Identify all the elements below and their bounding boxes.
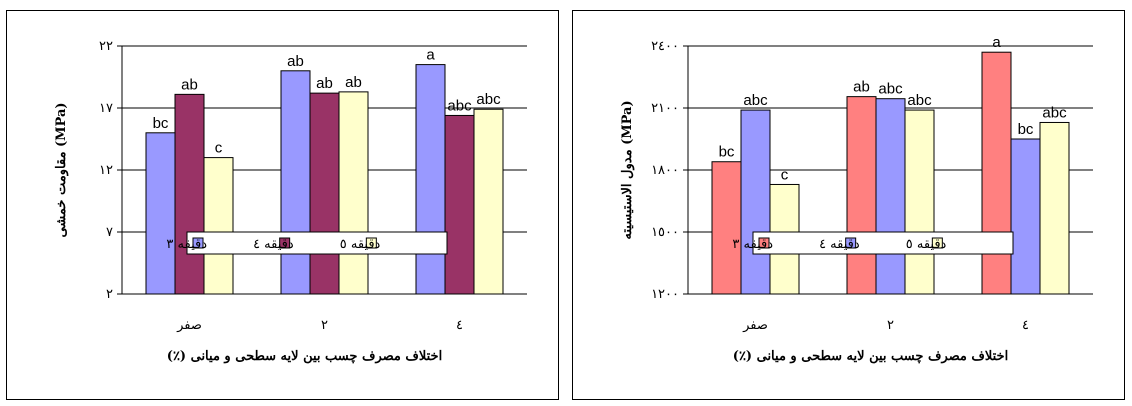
x-tick-label: ٤ bbox=[1022, 318, 1029, 333]
bar-label: ab bbox=[181, 76, 198, 93]
x-axis-title: اختلاف مصرف چسب بین لایه سطحی و میانی (٪… bbox=[733, 349, 1008, 364]
y-tick-label: ١٢٠٠ bbox=[651, 287, 679, 302]
bar bbox=[1010, 138, 1041, 295]
bar bbox=[846, 96, 877, 295]
bar-label: abc bbox=[907, 92, 932, 109]
bar bbox=[145, 132, 176, 295]
x-tick-label: ٤ bbox=[456, 318, 463, 333]
legend-box bbox=[752, 231, 1014, 255]
bar-label: abc bbox=[476, 91, 501, 108]
bar bbox=[338, 91, 369, 295]
bar bbox=[1039, 121, 1070, 295]
bar bbox=[174, 93, 205, 295]
bar bbox=[473, 108, 504, 295]
y-tick-label: ١٢ bbox=[99, 163, 113, 178]
bar bbox=[711, 161, 742, 295]
x-tick-label: ٢ bbox=[321, 318, 328, 333]
bar-label: abc bbox=[743, 92, 768, 109]
bar-label: abc bbox=[1042, 104, 1067, 121]
y-tick-label: ١٧ bbox=[99, 101, 113, 116]
bar-label: a bbox=[992, 34, 1001, 51]
x-tick-label: صفر bbox=[742, 318, 768, 333]
bar-label: abc bbox=[878, 81, 903, 98]
y-tick-label: ٧ bbox=[106, 225, 113, 240]
bar-label: a bbox=[426, 47, 435, 64]
bar bbox=[203, 157, 234, 295]
y-tick-label: ٢١٠٠ bbox=[651, 101, 679, 116]
y-tick-label: ٢٢ bbox=[99, 39, 113, 54]
bar bbox=[415, 64, 446, 295]
x-axis-title: اختلاف مصرف چسب بین لایه سطحی و میانی (٪… bbox=[167, 349, 442, 364]
bar-label: bc bbox=[1018, 121, 1034, 138]
bar bbox=[981, 51, 1012, 295]
bar bbox=[740, 109, 771, 295]
bar-label: bc bbox=[153, 115, 169, 132]
legend-swatch bbox=[279, 237, 291, 249]
bar bbox=[280, 70, 311, 295]
bar-label: ab bbox=[853, 79, 870, 96]
legend-label: دقیقه ٤ bbox=[819, 237, 860, 252]
bar-label: ab bbox=[287, 53, 304, 70]
legend: دقیقه ٣ دقیقه ٤ دقیقه ٥ bbox=[166, 231, 448, 255]
elastic-modulus-chart-panel: ١٢٠٠ ١٥٠٠ ١٨٠٠ ٢١٠٠ ٢٤٠٠ bc abc c صفر ab abc abc ٢ a b… bbox=[572, 10, 1125, 400]
x-tick-label: ٢ bbox=[887, 318, 894, 333]
bar bbox=[875, 98, 906, 295]
bar bbox=[904, 109, 935, 295]
legend-label: دقیقه ٣ bbox=[166, 237, 207, 252]
bar-label: bc bbox=[719, 144, 735, 161]
legend-swatch bbox=[758, 237, 770, 249]
bar-label: ab bbox=[316, 75, 333, 92]
legend-label: دقیقه ٥ bbox=[340, 237, 381, 252]
y-tick-label: ٢٤٠٠ bbox=[651, 39, 679, 54]
bar-label: ab bbox=[345, 74, 362, 91]
legend-label: دقیقه ٥ bbox=[906, 237, 947, 252]
legend-swatch bbox=[931, 237, 943, 249]
legend-swatch bbox=[845, 237, 857, 249]
bar-label: c bbox=[781, 166, 789, 183]
bar-label: abc bbox=[447, 97, 472, 114]
y-tick-label: ١٨٠٠ bbox=[651, 163, 679, 178]
legend-label: دقیقه ٣ bbox=[732, 237, 773, 252]
bar-label: c bbox=[215, 140, 223, 157]
legend: دقیقه ٣ دقیقه ٤ دقیقه ٥ bbox=[732, 231, 1014, 255]
legend-label: دقیقه ٤ bbox=[253, 237, 294, 252]
flexural-strength-chart-panel: ٢ ٧ ١٢ ١٧ ٢٢ bc ab c صفر ab ab ab ٢ a abc abc ٤ مقاومت خم… bbox=[6, 10, 559, 400]
legend-swatch bbox=[192, 237, 204, 249]
legend-swatch bbox=[365, 237, 377, 249]
y-axis-title: مدول الاستیسیته (MPa) bbox=[620, 100, 635, 239]
y-tick-label: ٢ bbox=[106, 287, 113, 302]
legend-box bbox=[186, 231, 448, 255]
y-axis-title: مقاومت خمشی (MPa) bbox=[54, 102, 69, 237]
bar bbox=[444, 114, 475, 295]
bar bbox=[309, 92, 340, 295]
x-tick-label: صفر bbox=[176, 318, 202, 333]
y-tick-label: ١٥٠٠ bbox=[651, 225, 679, 240]
